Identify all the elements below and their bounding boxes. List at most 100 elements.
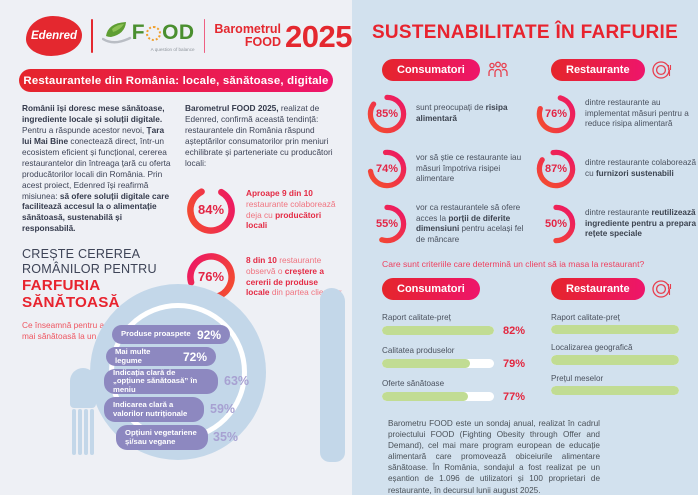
left-panel: Edenred F OD A question of balanc: [0, 0, 353, 495]
intro-regular-1: Pentru a răspunde acestor nevoi,: [22, 124, 147, 135]
stat-76-bold1: 8 din 10: [246, 255, 277, 266]
consumer-stat-55: 55% vor ca restaurantele să ofere acces …: [366, 203, 525, 246]
left-stat-76-text: 8 din 10 restaurante observă o creștere …: [246, 255, 343, 298]
consumers-pill: Consumatori: [382, 59, 480, 81]
right-title: SUSTENABILITATE ÎN FARFURIE: [371, 22, 679, 43]
plate-bar-4: Indicarea clară a valorilor nutriționale: [104, 397, 204, 422]
stat-76-bold2: creștere a cererii de produse locale: [246, 265, 324, 298]
criteria-c3-value: 77%: [502, 390, 525, 403]
rstat76-reg1: dintre restaurante au implementat măsuri…: [585, 98, 689, 129]
plate-bar-3: Indicația clară de „opțiune sănătoasă” î…: [104, 368, 218, 394]
barometer-year: 2025: [285, 18, 352, 54]
cstat74-reg1: vor să știe ce restaurante iau măsuri îm…: [416, 153, 522, 184]
fork-icon: [70, 368, 96, 455]
intro-bold-2: Țara lui Mai Bine: [22, 124, 165, 146]
restaurant-stat-87-text: dintre restaurante colaborează cu furniz…: [585, 158, 698, 179]
criteria-bars: Raport calitate-preț 82% Calitatea produ…: [352, 304, 698, 403]
headline-banner-text: Restaurantele din România: locale, sănăt…: [23, 74, 329, 87]
food-tagline: A question of balance: [150, 47, 195, 52]
plate-bar-5-label: Opțiuni vegetariene și/sau vegane: [125, 427, 197, 446]
donut-chart-85: 85%: [366, 93, 408, 135]
left-question: Ce înseamnă pentru angajați o ofertă mai…: [22, 319, 159, 341]
intro-regular-2: conectează direct, într-un ecosistem efi…: [22, 135, 171, 201]
criteria-r2-label: Localizarea geografică: [551, 343, 633, 353]
criteria-r3-label: Prețul meselor: [551, 373, 604, 383]
restaurant-stat-87: 87% dintre restaurante colaborează cu fu…: [535, 148, 698, 190]
restaurants-pill-label: Restaurante: [566, 64, 630, 76]
criteria-consumers-column: Raport calitate-preț 82% Calitatea produ…: [352, 304, 525, 403]
criteria-bar-restaurant-2: Localizarea geografică: [551, 343, 698, 365]
barometer-title: Barometrul FOOD 2025: [214, 18, 352, 54]
food-logo: F OD A question of balance: [101, 20, 195, 52]
donut-76-label: 76%: [197, 269, 225, 285]
criteria-r1-label: Raport calitate-preț: [551, 312, 620, 322]
rstat50-bold: reutilizează ingrediente pentru a prepar…: [585, 208, 697, 239]
restaurant-stats-column: 76% dintre restaurante au implementat mă…: [525, 93, 698, 246]
plate-bar-5: Opțiuni vegetariene și/sau vegane: [116, 425, 208, 450]
donut-74-label: 74%: [375, 163, 399, 175]
food-letter-f: F: [131, 21, 146, 44]
plate-bar-1-value: 92%: [196, 327, 221, 342]
plate-cutlery-icon: [651, 61, 671, 79]
donut-87-label: 87%: [544, 163, 568, 175]
consumer-stat-85-text: sunt preocupați de risipa alimentară: [416, 103, 525, 124]
rstat87-bold: furnizori sustenabili: [595, 169, 674, 178]
donut-chart-55: 55%: [366, 203, 408, 245]
food-letter-o-icon: [146, 25, 162, 41]
cstat55-reg1: vor ca restaurantele să ofere acces la: [416, 203, 521, 223]
donut-50-label: 50%: [544, 218, 568, 230]
edenred-logo-text: Edenred: [31, 30, 78, 42]
intro-paragraph: Românii își doresc mese sănătoase, ingre…: [22, 103, 172, 234]
plate-bar-2-label: Mai multe legume: [115, 346, 151, 365]
header-divider-2: [203, 19, 206, 53]
donut-chart-74: 74%: [366, 148, 408, 190]
criteria-c1-value: 82%: [502, 324, 525, 337]
plate-bar-4-label: Indicarea clară a valorilor nutriționale: [113, 399, 188, 418]
header-divider: [91, 19, 93, 53]
consumer-stat-74: 74% vor să știe ce restaurante iau măsur…: [366, 148, 525, 190]
people-icon: [488, 61, 508, 77]
audience-pills-row-2: Consumatori Restaurante: [352, 277, 698, 300]
criteria-restaurants-pill-label: Restaurante: [566, 282, 630, 295]
donut-chart-50: 50%: [535, 203, 577, 245]
donut-chart-r76: 76%: [535, 93, 577, 135]
consumer-stat-74-text: vor să știe ce restaurante iau măsuri îm…: [416, 153, 525, 185]
restaurant-stat-76-text: dintre restaurante au implementat măsuri…: [585, 98, 698, 130]
about-regular: realizat de Edenred, confirmă această te…: [185, 103, 333, 168]
headline-banner: Restaurantele din România: locale, sănăt…: [19, 69, 333, 92]
stat-76-reg2: din partea clienților: [269, 287, 342, 298]
stat-84-reg1: restaurante colaborează deja cu: [246, 198, 336, 220]
header: Edenred F OD A question of balanc: [0, 0, 352, 56]
section-heading: CREȘTE CEREREA ROMÂNILOR PENTRU: [22, 247, 172, 276]
knife-icon: [320, 288, 345, 462]
donut-r76-label: 76%: [544, 108, 568, 120]
consumer-stat-85: 85% sunt preocupați de risipa alimentară: [366, 93, 525, 135]
plate-bar-2: Mai multe legume 72%: [106, 347, 216, 366]
heading-line1: CREȘTE CEREREA: [22, 247, 141, 262]
cstat85-reg1: sunt preocupați de: [416, 103, 486, 113]
criteria-consumers-pill-label: Consumatori: [397, 282, 465, 295]
cstat55-reg2: pentru același fel de mâncare: [416, 224, 524, 244]
barometer-title-line1: Barometrul: [214, 21, 282, 36]
criteria-c2-value: 79%: [502, 357, 525, 370]
stat-84-bold2: producători locali: [246, 209, 322, 231]
left-stat-84: 84% Aproape 9 din 10 restaurante colabor…: [185, 184, 343, 236]
restaurants-pill: Restaurante: [551, 59, 645, 81]
restaurant-stat-76: 76% dintre restaurante au implementat mă…: [535, 93, 698, 135]
plate-chart: Produse proaspete 92% Mai multe legume 7…: [0, 278, 352, 495]
cstat85-bold: risipa alimentară: [416, 103, 508, 123]
criteria-consumers-pill: Consumatori: [382, 277, 480, 300]
sustainability-stats: 85% sunt preocupați de risipa alimentară…: [352, 93, 698, 246]
plate-bar-3-value: 63%: [224, 374, 250, 388]
plate-bar-4-value: 59%: [210, 402, 236, 416]
criteria-c3-label: Oferte sănătoase: [382, 378, 445, 388]
criteria-bar-consumer-3: Oferte sănătoase 77%: [382, 379, 525, 403]
restaurant-stat-50-text: dintre restaurante reutilizează ingredie…: [585, 208, 698, 240]
donut-85-label: 85%: [375, 108, 399, 120]
heading-accent: FARFURIA SĂNĂTOASĂ: [22, 276, 120, 311]
plate-bar-1: Produse proaspete 92%: [112, 325, 230, 344]
about-bold: Barometrul FOOD 2025,: [185, 103, 279, 113]
cstat55-bold: porții de diferite dimensiuni: [416, 213, 511, 234]
rstat50-reg1: dintre restaurante: [585, 208, 652, 218]
